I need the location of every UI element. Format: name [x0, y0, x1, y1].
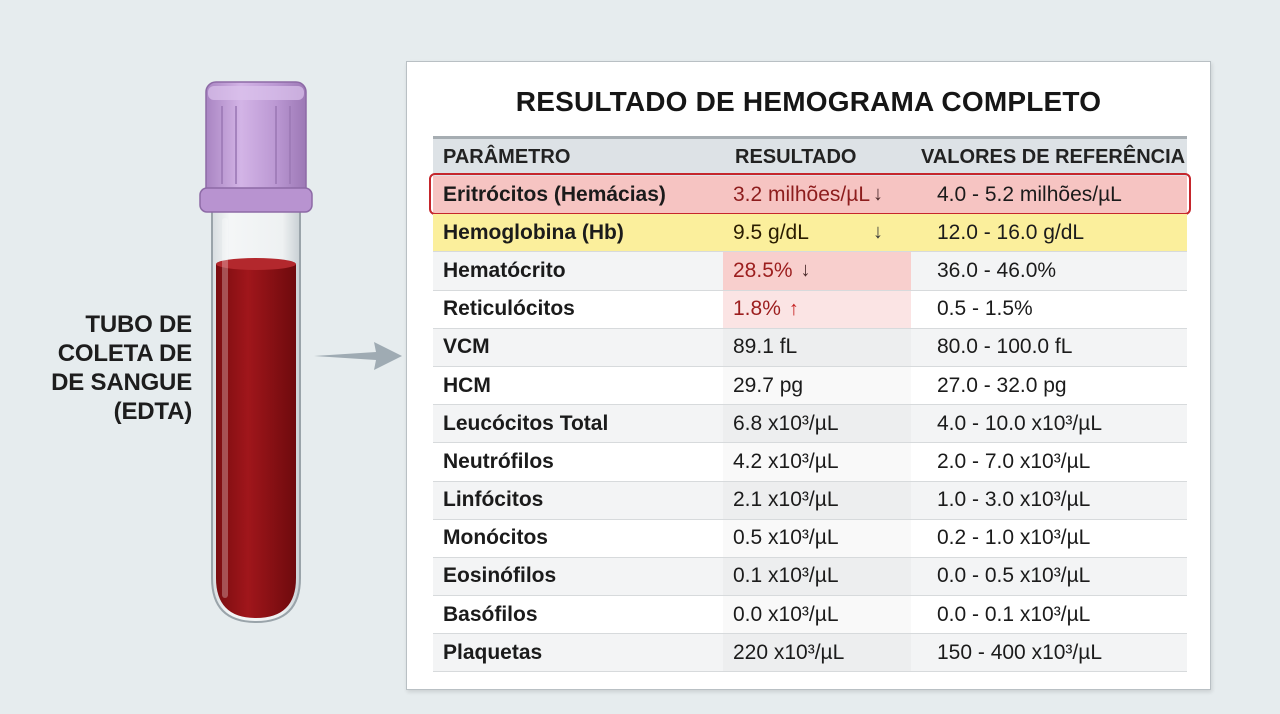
row-parameter: Basófilos [443, 602, 538, 626]
row-reference: 1.0 - 3.0 x10³/µL [937, 488, 1091, 512]
row-parameter: Eosinófilos [443, 564, 557, 588]
row-reference: 27.0 - 32.0 pg [937, 373, 1067, 397]
table-row: Reticulócitos 1.8% ↑ 0.5 - 1.5% [433, 290, 1187, 329]
row-result: 3.2 milhões/µL ↓ [723, 176, 911, 213]
row-result: 9.5 g/dL ↓ [723, 214, 911, 251]
row-parameter: Plaquetas [443, 640, 543, 664]
row-result: 0.0 x10³/µL [723, 596, 911, 633]
row-parameter: HCM [443, 373, 491, 397]
header-parameter: PARÂMETRO [443, 146, 571, 168]
row-reference: 0.2 - 1.0 x10³/µL [937, 526, 1091, 550]
row-result: 0.5 x10³/µL [723, 520, 911, 557]
result-value: 1.8% [733, 297, 781, 321]
row-parameter: Hemoglobina (Hb) [443, 220, 624, 244]
row-result: 220 x10³/µL [723, 634, 911, 671]
table-header: PARÂMETRO RESULTADO VALORES DE REFERÊNCI… [433, 136, 1187, 176]
table-row: Neutrófilos 4.2 x10³/µL 2.0 - 7.0 x10³/µ… [433, 443, 1187, 482]
table-row: HCM 29.7 pg 27.0 - 32.0 pg [433, 366, 1187, 406]
row-reference: 36.0 - 46.0% [937, 258, 1057, 282]
table-row: Hemoglobina (Hb) 9.5 g/dL ↓ 12.0 - 16.0 … [433, 214, 1187, 253]
tube-label-line: DE SANGUE [51, 369, 192, 396]
header-reference: VALORES DE REFERÊNCIA [921, 146, 1186, 168]
row-result: 6.8 x10³/µL [723, 405, 911, 442]
row-parameter: Reticulócitos [443, 297, 575, 321]
results-table: PARÂMETRO RESULTADO VALORES DE REFERÊNCI… [429, 136, 1191, 673]
row-result: 0.1 x10³/µL [723, 558, 911, 595]
row-reference: 0.0 - 0.5 x10³/µL [937, 564, 1091, 588]
tube-label: TUBO DE COLETA DE DE SANGUE (EDTA) [40, 310, 192, 426]
row-reference: 12.0 - 16.0 g/dL [937, 220, 1085, 244]
row-parameter: Neutrófilos [443, 449, 554, 473]
arrow-down-icon: ↓ [873, 221, 883, 244]
row-reference: 4.0 - 5.2 milhões/µL [937, 182, 1122, 206]
hemogram-report: RESULTADO DE HEMOGRAMA COMPLETO PARÂMETR… [406, 61, 1211, 690]
report-title: RESULTADO DE HEMOGRAMA COMPLETO [515, 86, 1102, 117]
table-row: Monócitos 0.5 x10³/µL 0.2 - 1.0 x10³/µL [433, 519, 1187, 558]
row-parameter: Leucócitos Total [443, 411, 609, 435]
header-result: RESULTADO [735, 146, 857, 168]
tube-label-line: (EDTA) [113, 398, 193, 425]
tube-label-line: COLETA DE [57, 340, 192, 367]
arrow-down-icon: ↓ [873, 183, 883, 206]
row-parameter: Hematócrito [443, 258, 566, 282]
row-parameter: Monócitos [443, 526, 548, 550]
row-result: 89.1 fL [723, 329, 911, 366]
result-value: 28.5% [733, 258, 793, 282]
row-reference: 150 - 400 x10³/µL [937, 640, 1103, 664]
arrow-down-icon: ↓ [800, 259, 811, 282]
row-reference: 80.0 - 100.0 fL [937, 335, 1073, 359]
row-parameter: Eritrócitos (Hemácias) [443, 182, 666, 206]
row-parameter: VCM [443, 335, 490, 359]
row-parameter: Linfócitos [443, 488, 544, 512]
table-row: Basófilos 0.0 x10³/µL 0.0 - 0.1 x10³/µL [433, 596, 1187, 635]
blood-tube-illustration [199, 81, 313, 624]
row-result: 4.2 x10³/µL [723, 443, 911, 480]
table-row: Hematócrito 28.5% ↓ 36.0 - 46.0% [433, 252, 1187, 291]
table-row: Leucócitos Total 6.8 x10³/µL 4.0 - 10.0 … [433, 405, 1187, 444]
row-reference: 2.0 - 7.0 x10³/µL [937, 449, 1091, 473]
result-value: 9.5 g/dL [733, 220, 809, 244]
row-result: 28.5% ↓ [723, 252, 911, 290]
pointer-arrow-icon [314, 342, 402, 370]
row-result: 2.1 x10³/µL [723, 482, 911, 519]
row-reference: 4.0 - 10.0 x10³/µL [937, 411, 1103, 435]
row-reference: 0.0 - 0.1 x10³/µL [937, 602, 1091, 626]
row-reference: 0.5 - 1.5% [937, 297, 1033, 321]
table-row: Eosinófilos 0.1 x10³/µL 0.0 - 0.5 x10³/µ… [433, 557, 1187, 597]
table-row: VCM 89.1 fL 80.0 - 100.0 fL [433, 328, 1187, 367]
row-result: 29.7 pg [723, 367, 911, 404]
table-row: Eritrócitos (Hemácias) 3.2 milhões/µL ↓ … [429, 173, 1191, 215]
table-row: Linfócitos 2.1 x10³/µL 1.0 - 3.0 x10³/µL [433, 481, 1187, 520]
arrow-up-icon: ↑ [788, 297, 799, 320]
table-row: Plaquetas 220 x10³/µL 150 - 400 x10³/µL [433, 634, 1187, 673]
tube-label-line: TUBO DE [85, 311, 192, 338]
row-result: 1.8% ↑ [723, 290, 911, 328]
tube-blood [216, 260, 296, 618]
result-value: 3.2 milhões/µL [733, 182, 871, 206]
